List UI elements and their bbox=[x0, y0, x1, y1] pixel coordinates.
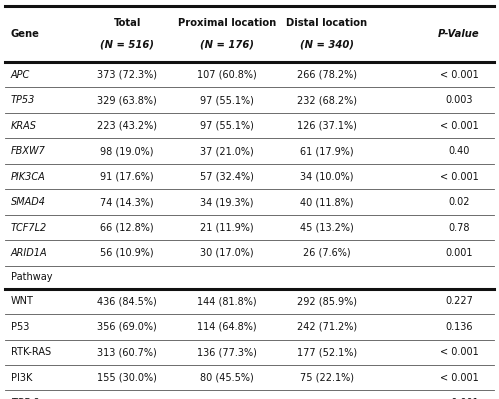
Text: < 0.001: < 0.001 bbox=[440, 172, 479, 182]
Text: 177 (52.1%): 177 (52.1%) bbox=[297, 347, 357, 357]
Text: ARID1A: ARID1A bbox=[11, 248, 47, 258]
Text: 126 (37.1%): 126 (37.1%) bbox=[297, 120, 357, 130]
Text: PI3K: PI3K bbox=[11, 373, 32, 383]
Text: 37 (21.0%): 37 (21.0%) bbox=[200, 146, 254, 156]
Text: 313 (60.7%): 313 (60.7%) bbox=[97, 347, 157, 357]
Text: 45 (13.2%): 45 (13.2%) bbox=[300, 223, 354, 233]
Text: 98 (19.0%): 98 (19.0%) bbox=[100, 146, 154, 156]
Text: 114 (64.8%): 114 (64.8%) bbox=[197, 322, 257, 332]
Text: TGF-β: TGF-β bbox=[11, 398, 40, 399]
Text: < 0.001: < 0.001 bbox=[440, 398, 479, 399]
Text: FBXW7: FBXW7 bbox=[11, 146, 46, 156]
Text: 34 (19.3%): 34 (19.3%) bbox=[200, 197, 254, 207]
Text: 80 (45.5%): 80 (45.5%) bbox=[200, 373, 254, 383]
Text: Proximal location: Proximal location bbox=[178, 18, 276, 28]
Text: 0.02: 0.02 bbox=[448, 197, 470, 207]
Text: 74 (14.3%): 74 (14.3%) bbox=[100, 197, 154, 207]
Text: PIK3CA: PIK3CA bbox=[11, 172, 46, 182]
Text: 0.001: 0.001 bbox=[445, 248, 473, 258]
Text: 75 (42.6%): 75 (42.6%) bbox=[200, 398, 254, 399]
Text: 34 (10.0%): 34 (10.0%) bbox=[300, 172, 354, 182]
Text: 56 (10.9%): 56 (10.9%) bbox=[100, 248, 154, 258]
Text: 242 (71.2%): 242 (71.2%) bbox=[297, 322, 357, 332]
Text: < 0.001: < 0.001 bbox=[440, 70, 479, 80]
Text: (N = 516): (N = 516) bbox=[100, 39, 154, 49]
Text: APC: APC bbox=[11, 70, 30, 80]
Text: 0.40: 0.40 bbox=[449, 146, 470, 156]
Text: Total: Total bbox=[114, 18, 141, 28]
Text: (N = 340): (N = 340) bbox=[300, 39, 354, 49]
Text: SMAD4: SMAD4 bbox=[11, 197, 46, 207]
Text: WNT: WNT bbox=[11, 296, 34, 306]
Text: Distal location: Distal location bbox=[286, 18, 367, 28]
Text: 57 (32.4%): 57 (32.4%) bbox=[200, 172, 254, 182]
Text: Gene: Gene bbox=[11, 29, 40, 39]
Text: 292 (85.9%): 292 (85.9%) bbox=[297, 296, 357, 306]
Text: TCF7L2: TCF7L2 bbox=[11, 223, 47, 233]
Text: 232 (68.2%): 232 (68.2%) bbox=[297, 95, 357, 105]
Text: 61 (17.9%): 61 (17.9%) bbox=[300, 146, 354, 156]
Text: 91 (17.6%): 91 (17.6%) bbox=[100, 172, 154, 182]
Text: 97 (55.1%): 97 (55.1%) bbox=[200, 120, 254, 130]
Text: 149 (28.9%): 149 (28.9%) bbox=[97, 398, 157, 399]
Text: 155 (30.0%): 155 (30.0%) bbox=[97, 373, 157, 383]
Text: 136 (77.3%): 136 (77.3%) bbox=[197, 347, 257, 357]
Text: 223 (43.2%): 223 (43.2%) bbox=[97, 120, 157, 130]
Text: 40 (11.8%): 40 (11.8%) bbox=[300, 197, 354, 207]
Text: < 0.001: < 0.001 bbox=[440, 373, 479, 383]
Text: < 0.001: < 0.001 bbox=[440, 120, 479, 130]
Text: 74 (21.8%): 74 (21.8%) bbox=[300, 398, 354, 399]
Text: RTK-RAS: RTK-RAS bbox=[11, 347, 51, 357]
Text: 0.78: 0.78 bbox=[448, 223, 470, 233]
Text: 0.136: 0.136 bbox=[445, 322, 473, 332]
Text: P-Value: P-Value bbox=[438, 29, 480, 39]
Text: 30 (17.0%): 30 (17.0%) bbox=[200, 248, 254, 258]
Text: 356 (69.0%): 356 (69.0%) bbox=[97, 322, 157, 332]
Text: 144 (81.8%): 144 (81.8%) bbox=[197, 296, 257, 306]
Text: 0.003: 0.003 bbox=[445, 95, 473, 105]
Text: P53: P53 bbox=[11, 322, 29, 332]
Text: KRAS: KRAS bbox=[11, 120, 37, 130]
Text: 373 (72.3%): 373 (72.3%) bbox=[97, 70, 157, 80]
Text: (N = 176): (N = 176) bbox=[200, 39, 254, 49]
Text: Pathway: Pathway bbox=[11, 272, 52, 282]
Text: 0.227: 0.227 bbox=[445, 296, 473, 306]
Text: 97 (55.1%): 97 (55.1%) bbox=[200, 95, 254, 105]
Text: 66 (12.8%): 66 (12.8%) bbox=[100, 223, 154, 233]
Text: 266 (78.2%): 266 (78.2%) bbox=[297, 70, 357, 80]
Text: 107 (60.8%): 107 (60.8%) bbox=[197, 70, 257, 80]
Text: < 0.001: < 0.001 bbox=[440, 347, 479, 357]
Text: 75 (22.1%): 75 (22.1%) bbox=[300, 373, 354, 383]
Text: 329 (63.8%): 329 (63.8%) bbox=[97, 95, 157, 105]
Text: 436 (84.5%): 436 (84.5%) bbox=[97, 296, 157, 306]
Text: TP53: TP53 bbox=[11, 95, 35, 105]
Text: 21 (11.9%): 21 (11.9%) bbox=[200, 223, 254, 233]
Text: 26 (7.6%): 26 (7.6%) bbox=[303, 248, 351, 258]
